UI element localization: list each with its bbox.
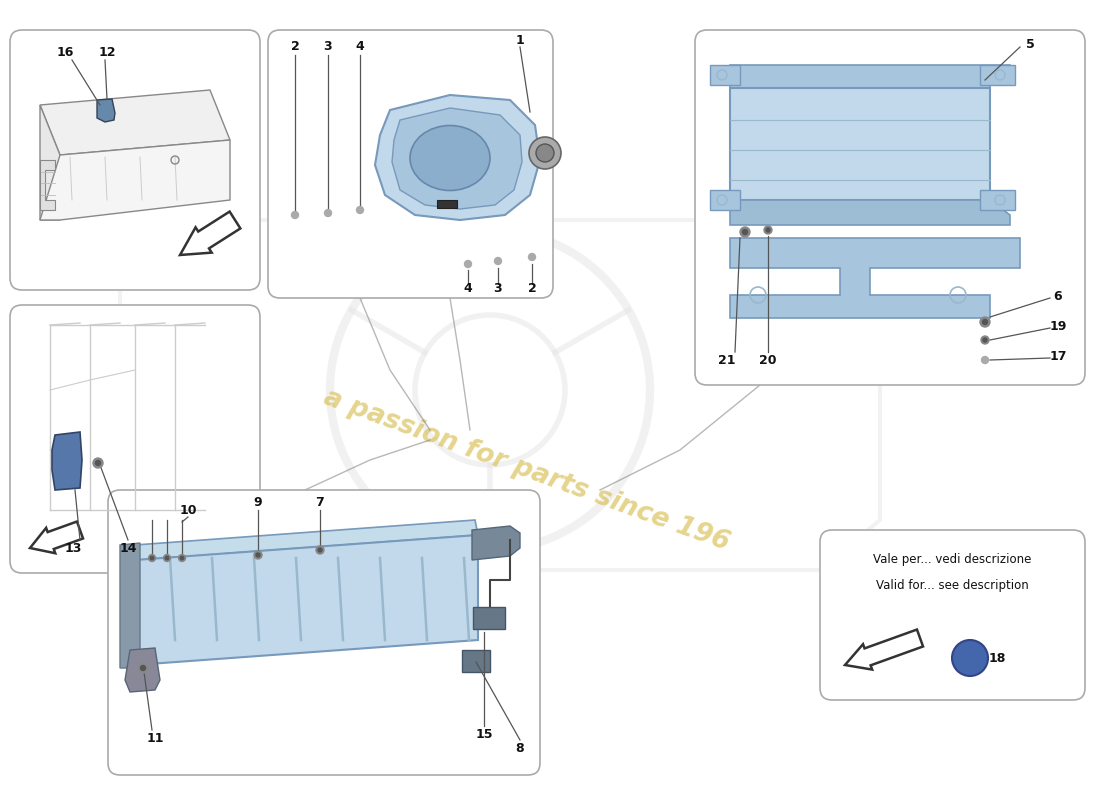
Text: 12: 12 — [98, 46, 116, 58]
Polygon shape — [730, 65, 1010, 88]
Text: 10: 10 — [179, 503, 197, 517]
Circle shape — [536, 144, 554, 162]
Text: 3: 3 — [494, 282, 503, 295]
Polygon shape — [730, 238, 1020, 318]
Ellipse shape — [410, 126, 490, 190]
Circle shape — [764, 226, 772, 234]
Polygon shape — [472, 526, 520, 560]
Polygon shape — [730, 200, 1010, 225]
Polygon shape — [392, 108, 522, 209]
Circle shape — [528, 254, 536, 261]
Circle shape — [254, 551, 262, 559]
Text: 16: 16 — [56, 46, 74, 58]
Circle shape — [138, 663, 148, 673]
Polygon shape — [710, 190, 740, 210]
Polygon shape — [135, 535, 478, 665]
Bar — [462, 650, 490, 672]
FancyBboxPatch shape — [108, 490, 540, 775]
Circle shape — [981, 357, 989, 363]
Circle shape — [141, 666, 145, 670]
Text: 11: 11 — [146, 731, 164, 745]
Polygon shape — [180, 211, 241, 255]
FancyBboxPatch shape — [695, 30, 1085, 385]
Text: 9: 9 — [254, 495, 262, 509]
Text: 15: 15 — [475, 727, 493, 741]
Polygon shape — [125, 648, 160, 692]
Text: 8: 8 — [516, 742, 525, 754]
Text: 20: 20 — [759, 354, 777, 366]
Circle shape — [256, 553, 260, 557]
Text: 3: 3 — [323, 41, 332, 54]
Polygon shape — [30, 522, 82, 554]
Text: 21: 21 — [718, 354, 736, 366]
Circle shape — [96, 461, 100, 466]
Circle shape — [292, 211, 298, 218]
Circle shape — [982, 319, 988, 325]
Circle shape — [318, 548, 322, 552]
FancyBboxPatch shape — [820, 530, 1085, 700]
Polygon shape — [97, 99, 116, 122]
FancyBboxPatch shape — [268, 30, 553, 298]
Bar — [437, 200, 456, 208]
Polygon shape — [120, 543, 140, 668]
Text: 4: 4 — [355, 41, 364, 54]
Circle shape — [356, 206, 363, 214]
Polygon shape — [845, 630, 923, 670]
Polygon shape — [40, 140, 230, 220]
Circle shape — [766, 228, 770, 232]
Text: 14: 14 — [119, 542, 136, 554]
Circle shape — [148, 554, 155, 562]
Polygon shape — [40, 105, 60, 220]
Circle shape — [742, 230, 748, 234]
Polygon shape — [40, 90, 230, 155]
Circle shape — [178, 554, 186, 562]
Circle shape — [980, 317, 990, 327]
Circle shape — [165, 556, 168, 560]
Text: a passion for parts since 196: a passion for parts since 196 — [320, 384, 733, 556]
Text: 19: 19 — [1049, 319, 1067, 333]
Text: 7: 7 — [316, 495, 324, 509]
Circle shape — [983, 338, 987, 342]
Circle shape — [180, 556, 184, 560]
Text: 2: 2 — [528, 282, 537, 295]
Polygon shape — [730, 88, 990, 200]
Circle shape — [740, 227, 750, 237]
Circle shape — [952, 640, 988, 676]
Circle shape — [151, 556, 154, 560]
Text: 2: 2 — [290, 41, 299, 54]
Circle shape — [94, 458, 103, 468]
Text: 5: 5 — [1025, 38, 1034, 50]
Text: Vale per... vedi descrizione: Vale per... vedi descrizione — [873, 554, 1032, 566]
Text: 4: 4 — [463, 282, 472, 295]
Polygon shape — [40, 160, 55, 210]
Text: 18: 18 — [988, 651, 1005, 665]
Circle shape — [981, 336, 989, 344]
Circle shape — [495, 258, 502, 265]
Bar — [473, 607, 505, 629]
Circle shape — [529, 137, 561, 169]
Circle shape — [324, 210, 331, 217]
Text: 1: 1 — [516, 34, 525, 46]
FancyBboxPatch shape — [10, 305, 260, 573]
Polygon shape — [52, 432, 82, 490]
Text: 17: 17 — [1049, 350, 1067, 362]
FancyBboxPatch shape — [10, 30, 260, 290]
Polygon shape — [980, 190, 1015, 210]
Circle shape — [464, 261, 472, 267]
Polygon shape — [980, 65, 1015, 85]
Circle shape — [164, 554, 170, 562]
Polygon shape — [375, 95, 540, 220]
Circle shape — [316, 546, 324, 554]
Polygon shape — [135, 520, 478, 560]
Text: Valid for... see description: Valid for... see description — [876, 578, 1028, 591]
Polygon shape — [710, 65, 740, 85]
Text: 13: 13 — [64, 542, 81, 554]
Text: 6: 6 — [1054, 290, 1063, 302]
